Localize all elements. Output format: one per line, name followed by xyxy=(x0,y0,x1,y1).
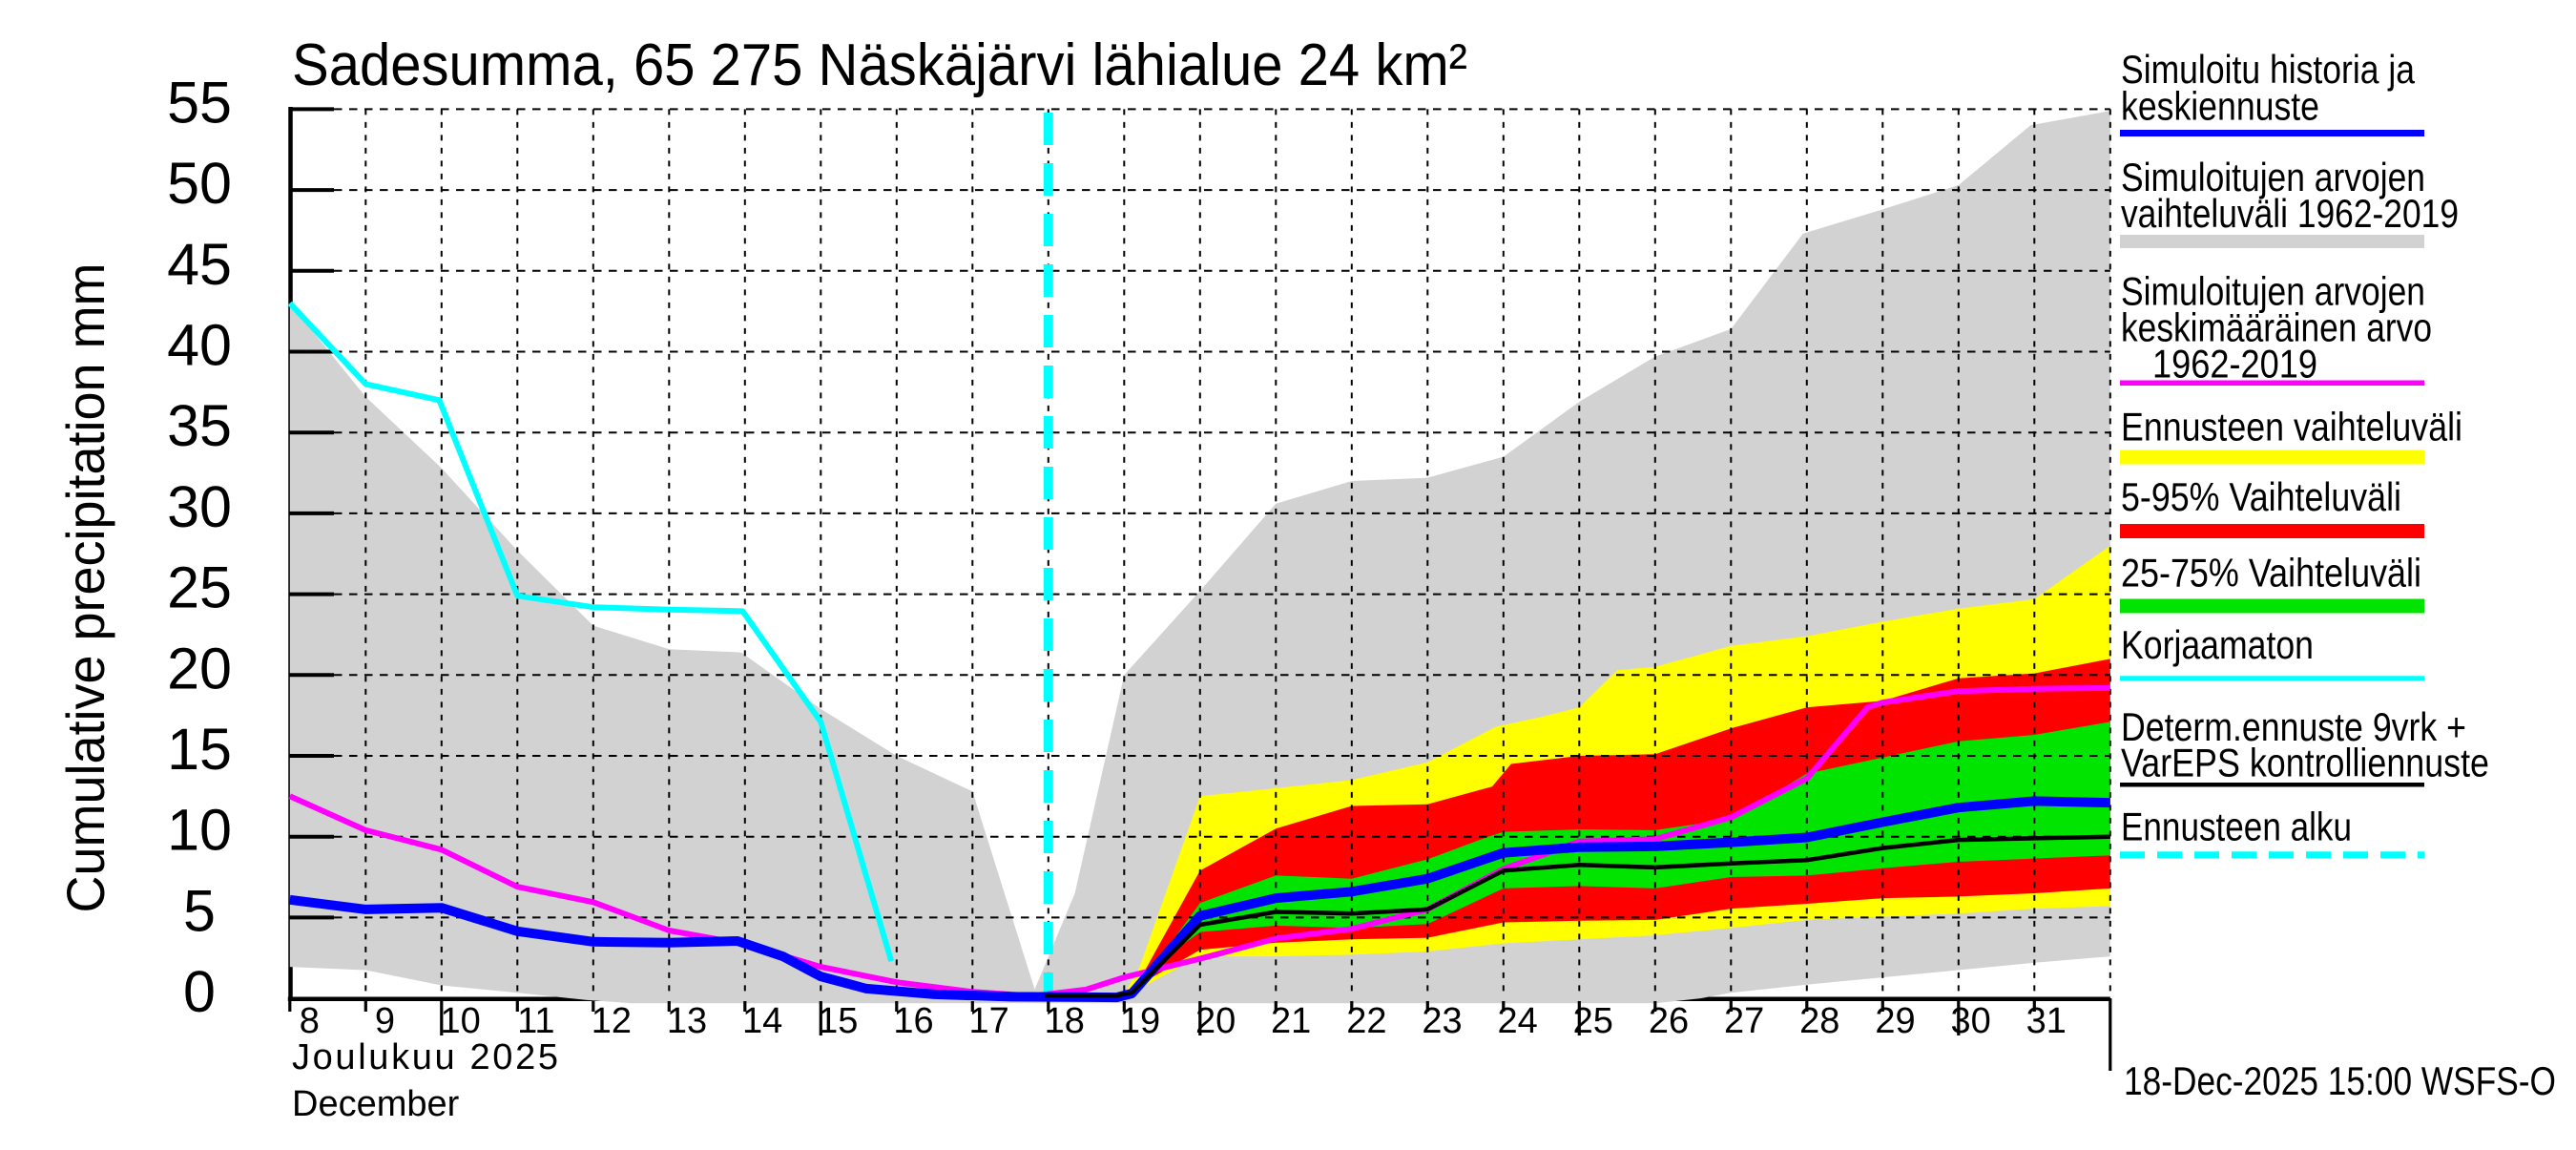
svg-text:5: 5 xyxy=(183,878,216,943)
svg-text:27: 27 xyxy=(1724,1001,1764,1041)
svg-text:28: 28 xyxy=(1799,1001,1839,1041)
svg-text:5-95% Vaihteluväli: 5-95% Vaihteluväli xyxy=(2121,474,2401,519)
svg-text:24: 24 xyxy=(1498,1001,1538,1041)
svg-text:December: December xyxy=(292,1084,460,1124)
svg-text:Sadesumma, 65 275 Näskäjärvi l: Sadesumma, 65 275 Näskäjärvi lähialue 24… xyxy=(292,32,1467,98)
svg-text:17: 17 xyxy=(968,1001,1008,1041)
svg-text:15: 15 xyxy=(818,1001,858,1041)
svg-text:25-75% Vaihteluväli: 25-75% Vaihteluväli xyxy=(2121,550,2421,595)
svg-text:keskiennuste: keskiennuste xyxy=(2121,83,2319,128)
svg-text:10: 10 xyxy=(440,1001,480,1041)
svg-text:keskimääräinen arvo: keskimääräinen arvo xyxy=(2121,305,2432,350)
svg-text:1962-2019: 1962-2019 xyxy=(2152,342,2317,387)
svg-text:18: 18 xyxy=(1045,1001,1085,1041)
svg-text:30: 30 xyxy=(1950,1001,1990,1041)
svg-text:14: 14 xyxy=(742,1001,782,1041)
svg-text:Joulukuu 2025: Joulukuu 2025 xyxy=(292,1037,558,1077)
svg-text:Cumulative precipitation mm: Cumulative precipitation mm xyxy=(55,263,115,913)
svg-text:Simuloitujen arvojen: Simuloitujen arvojen xyxy=(2121,268,2425,313)
svg-text:55: 55 xyxy=(167,70,232,135)
svg-text:50: 50 xyxy=(167,151,232,216)
svg-text:9: 9 xyxy=(375,1001,395,1041)
svg-text:10: 10 xyxy=(167,798,232,863)
svg-text:19: 19 xyxy=(1120,1001,1160,1041)
svg-text:45: 45 xyxy=(167,232,232,297)
svg-text:18-Dec-2025 15:00 WSFS-O: 18-Dec-2025 15:00 WSFS-O xyxy=(2124,1058,2556,1103)
svg-text:20: 20 xyxy=(167,636,232,700)
svg-text:Simuloitu historia ja: Simuloitu historia ja xyxy=(2121,47,2416,92)
svg-text:30: 30 xyxy=(167,474,232,539)
svg-text:22: 22 xyxy=(1346,1001,1386,1041)
svg-text:Determ.ennuste 9vrk +: Determ.ennuste 9vrk + xyxy=(2121,704,2466,749)
svg-text:Ennusteen vaihteluväli: Ennusteen vaihteluväli xyxy=(2121,405,2462,450)
svg-text:25: 25 xyxy=(1573,1001,1613,1041)
svg-text:16: 16 xyxy=(893,1001,933,1041)
svg-text:21: 21 xyxy=(1271,1001,1311,1041)
svg-text:Simuloitujen arvojen: Simuloitujen arvojen xyxy=(2121,155,2425,199)
svg-text:12: 12 xyxy=(592,1001,632,1041)
svg-text:31: 31 xyxy=(2026,1001,2067,1041)
svg-text:26: 26 xyxy=(1649,1001,1689,1041)
svg-text:VarEPS kontrolliennuste: VarEPS kontrolliennuste xyxy=(2121,741,2489,785)
svg-text:23: 23 xyxy=(1422,1001,1462,1041)
svg-text:15: 15 xyxy=(167,717,232,782)
svg-text:8: 8 xyxy=(300,1001,320,1041)
svg-text:vaihteluväli 1962-2019: vaihteluväli 1962-2019 xyxy=(2121,191,2459,236)
svg-text:20: 20 xyxy=(1195,1001,1236,1041)
svg-text:Ennusteen alku: Ennusteen alku xyxy=(2121,805,2352,849)
svg-text:Korjaamaton: Korjaamaton xyxy=(2121,622,2314,667)
svg-text:35: 35 xyxy=(167,393,232,458)
svg-text:13: 13 xyxy=(667,1001,707,1041)
svg-text:29: 29 xyxy=(1875,1001,1915,1041)
svg-text:25: 25 xyxy=(167,555,232,620)
svg-text:0: 0 xyxy=(183,959,216,1024)
svg-text:40: 40 xyxy=(167,313,232,378)
svg-text:11: 11 xyxy=(517,1001,554,1041)
